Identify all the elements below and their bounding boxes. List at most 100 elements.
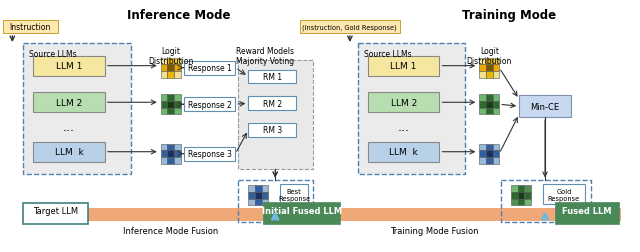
Bar	[167, 58, 174, 65]
Bar	[161, 72, 167, 78]
Bar	[518, 192, 524, 199]
Bar	[255, 192, 262, 199]
Bar	[174, 95, 180, 102]
Bar	[543, 185, 585, 204]
Bar	[167, 102, 174, 108]
Bar	[524, 199, 531, 205]
Bar	[23, 208, 621, 221]
Text: Source LLMs: Source LLMs	[29, 50, 77, 59]
Text: Fused LLM: Fused LLM	[562, 206, 612, 215]
Bar	[262, 186, 268, 192]
Bar	[248, 192, 255, 199]
Bar	[368, 56, 440, 76]
Bar	[486, 102, 493, 108]
Text: LLM 2: LLM 2	[390, 98, 417, 107]
Bar	[479, 108, 486, 115]
Text: Logit
Distribution: Logit Distribution	[467, 47, 512, 66]
Text: Logit
Distribution: Logit Distribution	[148, 47, 193, 66]
Bar	[33, 93, 105, 113]
Text: LLM  k: LLM k	[54, 148, 83, 156]
Bar	[264, 203, 340, 224]
Bar	[167, 144, 174, 151]
Bar	[493, 157, 499, 164]
Bar	[161, 102, 167, 108]
Bar	[479, 144, 486, 151]
Bar	[479, 95, 486, 102]
Bar	[184, 147, 236, 161]
Text: LLM 2: LLM 2	[56, 98, 82, 107]
Bar	[167, 65, 174, 72]
Bar	[358, 44, 465, 175]
Bar	[493, 72, 499, 78]
Bar	[174, 144, 180, 151]
Bar	[161, 108, 167, 115]
Bar	[3, 21, 58, 34]
Bar	[248, 70, 296, 84]
Bar	[167, 72, 174, 78]
Bar	[248, 186, 255, 192]
Bar	[238, 60, 313, 169]
Text: Gold
Response: Gold Response	[548, 188, 580, 201]
Text: Min-CE: Min-CE	[531, 102, 559, 111]
Bar	[358, 44, 465, 175]
Bar	[255, 199, 262, 205]
Bar	[23, 203, 88, 224]
Bar	[184, 61, 236, 75]
Text: Target LLM: Target LLM	[33, 206, 77, 215]
Text: Inference Mode: Inference Mode	[127, 9, 230, 22]
Text: LLM 1: LLM 1	[390, 62, 417, 71]
Bar	[238, 60, 313, 169]
Bar	[300, 21, 399, 34]
Bar	[486, 108, 493, 115]
Bar	[161, 65, 167, 72]
Text: Response 2: Response 2	[188, 100, 231, 109]
Bar	[511, 186, 518, 192]
Bar	[174, 102, 180, 108]
Bar	[167, 157, 174, 164]
Bar	[174, 72, 180, 78]
Bar	[174, 65, 180, 72]
Bar	[493, 144, 499, 151]
Text: Initial Fused LLM: Initial Fused LLM	[262, 206, 342, 215]
Bar	[33, 56, 105, 76]
Bar	[486, 157, 493, 164]
Bar	[161, 144, 167, 151]
Text: ...: ...	[63, 121, 75, 134]
Bar	[255, 186, 262, 192]
Bar	[518, 186, 524, 192]
Bar	[479, 157, 486, 164]
Bar	[161, 95, 167, 102]
Text: RM 2: RM 2	[262, 99, 282, 108]
Bar	[161, 58, 167, 65]
Bar	[174, 151, 180, 157]
Text: Inference Mode Fusion: Inference Mode Fusion	[123, 226, 218, 235]
Text: LLM  k: LLM k	[389, 148, 418, 156]
Bar	[167, 151, 174, 157]
Bar	[556, 203, 619, 224]
Bar	[486, 151, 493, 157]
Bar	[524, 192, 531, 199]
Bar	[167, 108, 174, 115]
Bar	[238, 181, 313, 222]
Bar	[519, 96, 571, 118]
Bar	[33, 142, 105, 162]
Bar	[486, 65, 493, 72]
Bar	[511, 199, 518, 205]
Bar	[280, 185, 308, 204]
Bar	[524, 186, 531, 192]
Bar	[479, 102, 486, 108]
Bar	[248, 97, 296, 111]
Bar	[493, 95, 499, 102]
Text: Response 1: Response 1	[188, 64, 231, 73]
Bar	[174, 157, 180, 164]
Bar	[493, 58, 499, 65]
Text: Reward Models
Majority Voting: Reward Models Majority Voting	[236, 47, 294, 66]
Text: ...: ...	[397, 121, 410, 134]
Bar	[174, 58, 180, 65]
Bar	[23, 44, 131, 175]
Bar	[161, 151, 167, 157]
Text: Source LLMs: Source LLMs	[364, 50, 412, 59]
Bar	[479, 72, 486, 78]
Bar	[262, 199, 268, 205]
Bar	[486, 72, 493, 78]
